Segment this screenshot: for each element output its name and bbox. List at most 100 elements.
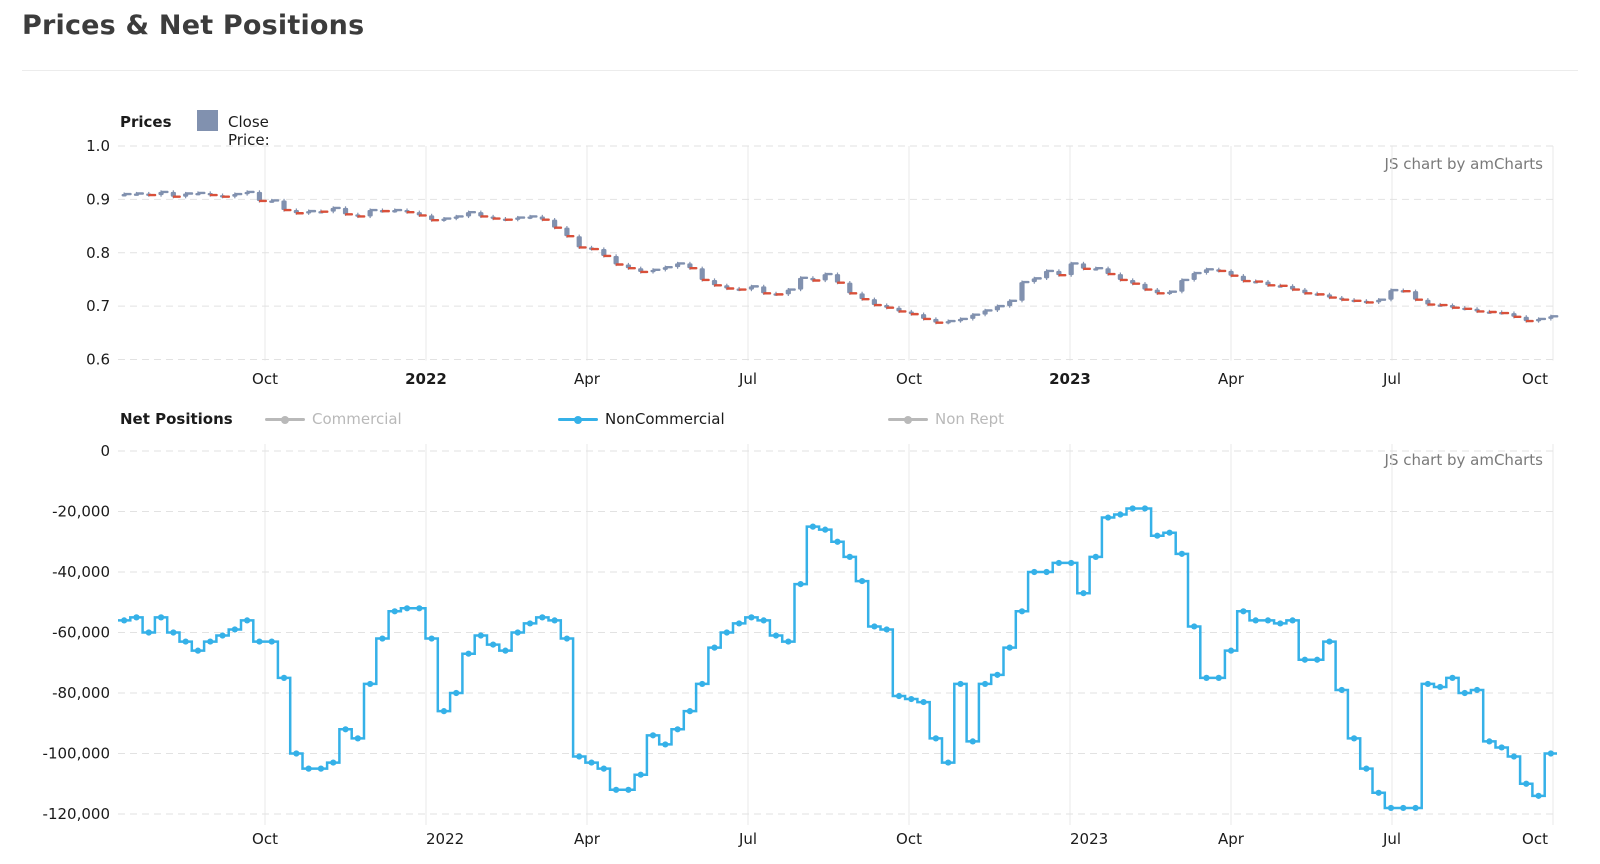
noncommercial-point[interactable]: [1424, 680, 1431, 688]
noncommercial-point[interactable]: [613, 786, 620, 793]
noncommercial-point[interactable]: [920, 698, 927, 706]
noncommercial-point[interactable]: [576, 753, 583, 760]
noncommercial-point[interactable]: [1178, 550, 1185, 557]
noncommercial-point[interactable]: [1264, 617, 1272, 624]
price-candle[interactable]: [601, 249, 607, 256]
noncommercial-point[interactable]: [1154, 532, 1161, 539]
noncommercial-point[interactable]: [563, 635, 571, 642]
price-candle[interactable]: [564, 227, 570, 237]
noncommercial-point[interactable]: [502, 647, 509, 654]
noncommercial-point[interactable]: [895, 692, 903, 700]
noncommercial-point[interactable]: [1289, 617, 1296, 624]
price-candle[interactable]: [1228, 270, 1234, 276]
noncommercial-point[interactable]: [846, 553, 853, 560]
noncommercial-point[interactable]: [772, 632, 780, 639]
noncommercial-point[interactable]: [981, 680, 989, 688]
noncommercial-point[interactable]: [268, 638, 275, 645]
noncommercial-point[interactable]: [871, 623, 878, 630]
price-candle[interactable]: [1043, 270, 1050, 279]
price-candle[interactable]: [687, 263, 693, 269]
noncommercial-point[interactable]: [526, 620, 534, 627]
noncommercial-point[interactable]: [1092, 553, 1099, 560]
legend-item-noncommercial[interactable]: NonCommercial: [558, 406, 758, 432]
noncommercial-point[interactable]: [957, 680, 964, 688]
price-candle[interactable]: [256, 191, 263, 201]
noncommercial-point[interactable]: [1104, 514, 1112, 521]
noncommercial-point[interactable]: [1400, 804, 1407, 812]
noncommercial-point[interactable]: [440, 708, 448, 715]
price-candle[interactable]: [785, 289, 791, 295]
noncommercial-point[interactable]: [1227, 647, 1235, 654]
noncommercial-point[interactable]: [244, 617, 251, 624]
noncommercial-point[interactable]: [969, 738, 976, 745]
noncommercial-point[interactable]: [1473, 686, 1481, 694]
price-candle[interactable]: [1105, 268, 1111, 275]
noncommercial-point[interactable]: [1510, 753, 1518, 760]
close-price-swatch[interactable]: [197, 110, 218, 131]
noncommercial-point[interactable]: [662, 741, 669, 748]
close-price-label[interactable]: Close Price:: [228, 113, 270, 149]
price-candle[interactable]: [367, 210, 373, 217]
noncommercial-point[interactable]: [293, 750, 300, 757]
noncommercial-point[interactable]: [1338, 686, 1345, 694]
noncommercial-point[interactable]: [1141, 505, 1149, 512]
noncommercial-point[interactable]: [403, 605, 411, 612]
noncommercial-point[interactable]: [1277, 620, 1284, 627]
noncommercial-point[interactable]: [1018, 608, 1026, 615]
price-candle[interactable]: [1425, 299, 1431, 305]
noncommercial-point[interactable]: [1437, 683, 1444, 691]
noncommercial-point[interactable]: [1080, 590, 1087, 597]
noncommercial-point[interactable]: [588, 759, 595, 766]
price-candle[interactable]: [859, 293, 865, 300]
legend-item-commercial[interactable]: Commercial: [265, 406, 435, 432]
noncommercial-point[interactable]: [367, 680, 374, 688]
noncommercial-point[interactable]: [1031, 568, 1038, 576]
noncommercial-point[interactable]: [822, 526, 829, 533]
noncommercial-point[interactable]: [182, 638, 189, 645]
noncommercial-point[interactable]: [354, 735, 361, 742]
noncommercial-point[interactable]: [1363, 765, 1370, 772]
noncommercial-point[interactable]: [391, 608, 398, 615]
amcharts-watermark-price[interactable]: JS chart by amCharts: [1384, 155, 1543, 173]
noncommercial-point[interactable]: [453, 689, 460, 697]
noncommercial-point[interactable]: [342, 726, 349, 733]
noncommercial-point[interactable]: [551, 617, 558, 624]
noncommercial-point[interactable]: [1055, 559, 1062, 567]
price-candle[interactable]: [281, 200, 287, 211]
noncommercial-point[interactable]: [1314, 656, 1321, 663]
noncommercial-point[interactable]: [748, 614, 755, 621]
price-candle[interactable]: [761, 286, 767, 294]
amcharts-watermark-net[interactable]: JS chart by amCharts: [1384, 451, 1543, 469]
price-candle[interactable]: [711, 279, 718, 286]
price-candle[interactable]: [342, 207, 349, 215]
noncommercial-point[interactable]: [490, 641, 497, 648]
noncommercial-point[interactable]: [1498, 744, 1505, 751]
noncommercial-point[interactable]: [428, 635, 435, 642]
noncommercial-point[interactable]: [1375, 789, 1382, 796]
noncommercial-point[interactable]: [465, 650, 472, 657]
noncommercial-point[interactable]: [305, 765, 312, 772]
noncommercial-point[interactable]: [477, 632, 484, 639]
noncommercial-point[interactable]: [858, 577, 866, 585]
noncommercial-point[interactable]: [674, 726, 681, 733]
price-candle[interactable]: [613, 255, 619, 265]
price-candle[interactable]: [1080, 263, 1087, 269]
noncommercial-point[interactable]: [207, 638, 214, 645]
noncommercial-point[interactable]: [736, 620, 743, 627]
noncommercial-point[interactable]: [711, 644, 718, 651]
noncommercial-point[interactable]: [699, 680, 706, 688]
noncommercial-point[interactable]: [994, 671, 1001, 678]
price-candle[interactable]: [1240, 275, 1246, 282]
noncommercial-point[interactable]: [1412, 804, 1419, 812]
noncommercial-point[interactable]: [1523, 780, 1530, 787]
noncommercial-point[interactable]: [1006, 644, 1013, 651]
noncommercial-point[interactable]: [514, 629, 521, 636]
noncommercial-point[interactable]: [317, 765, 325, 772]
price-candle[interactable]: [822, 274, 828, 281]
noncommercial-point[interactable]: [330, 759, 337, 766]
noncommercial-point[interactable]: [1166, 529, 1173, 536]
noncommercial-point[interactable]: [256, 638, 263, 645]
price-candle[interactable]: [1388, 290, 1394, 300]
noncommercial-point[interactable]: [600, 765, 607, 772]
noncommercial-point[interactable]: [1215, 674, 1222, 681]
